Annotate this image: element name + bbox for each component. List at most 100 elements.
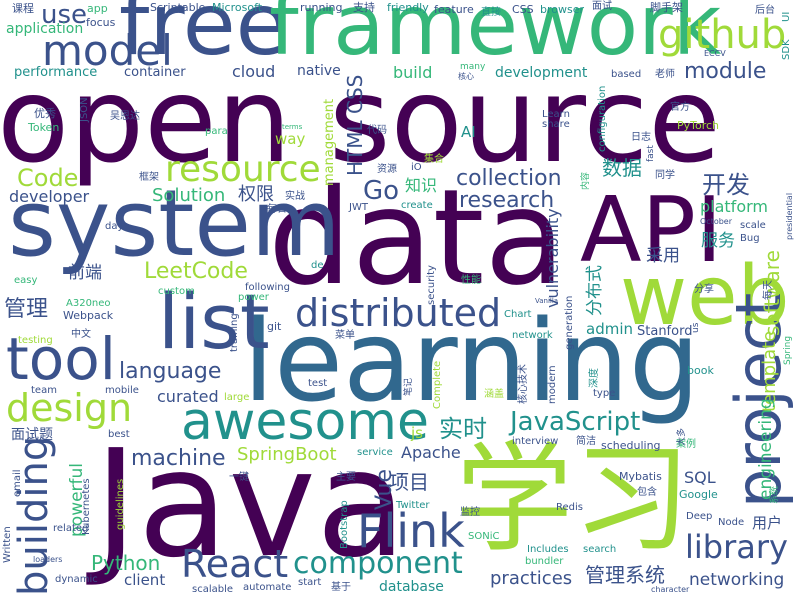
word-anli: 案例 [676, 439, 696, 450]
word-vanilla: Vanilla [535, 297, 559, 305]
word-platform: platform [700, 197, 768, 216]
word-use: use [41, 0, 88, 30]
word-interview: interview [512, 436, 559, 447]
word-type: type [593, 388, 616, 399]
word-react: React [181, 542, 289, 586]
word-yonghu: 用户 [752, 514, 783, 532]
word-bug: Bug [740, 233, 760, 244]
word-tool: tool [6, 325, 116, 393]
word-hexin-jishu: 核心技术 [518, 364, 529, 404]
word-guanli: 管理 [4, 297, 49, 322]
word-networking: networking [689, 570, 785, 590]
word-list: list [158, 277, 270, 366]
word-guanli-xitong: 管理系统 [585, 563, 665, 587]
word-sql: SQL [684, 468, 716, 487]
word-jiyu: 基于 [331, 582, 351, 593]
word-distributed: distributed [295, 291, 502, 335]
word-october: October [700, 217, 733, 226]
word-hangai: 涵盖 [484, 389, 504, 400]
word-stanford: Stanford [637, 324, 693, 339]
word-bundler: bundler [525, 556, 564, 567]
word-guidelines: guidelines [115, 478, 126, 530]
word-twitter: Twitter [396, 500, 430, 511]
word-web: web [620, 249, 790, 344]
word-springboot: SpringBoot [237, 444, 337, 465]
word-zhichi: 支持 [353, 1, 375, 14]
word-presidential: presidential [785, 192, 794, 240]
word-kecheng: 课程 [12, 2, 34, 15]
word-xitong: 系统 [770, 485, 780, 504]
word-generation: generation [564, 295, 575, 350]
word-day: day [105, 221, 124, 232]
word-solution: Solution [152, 185, 226, 206]
word-best: best [108, 429, 130, 440]
word-jihe: 集合 [424, 154, 444, 165]
word-xuexi: 学习 [455, 430, 692, 568]
word-create: create [401, 200, 433, 211]
word-testing: testing [18, 335, 53, 346]
word-performance: performance [14, 65, 98, 80]
word-design: design [6, 386, 133, 430]
word-biji: 笔记 [404, 377, 414, 396]
word-system: system [8, 170, 341, 277]
word-io: iO [411, 162, 422, 173]
word-start: start [298, 577, 322, 588]
word-guanfang: 官方 [670, 102, 690, 113]
word-fast: fast [646, 145, 656, 162]
word-developer: developer [9, 187, 90, 206]
word-meiri: 每日 [267, 204, 287, 215]
word-practices: practices [490, 568, 573, 589]
word-includes: Includes [527, 544, 569, 555]
word-management: management [322, 98, 337, 186]
word-service: service [357, 447, 393, 458]
word-based: based [611, 69, 642, 80]
word-resource: resource [165, 149, 321, 190]
word-focus: focus [86, 16, 116, 29]
word-shishi: 实时 [439, 415, 487, 443]
word-css: CSS [512, 3, 534, 16]
word-redis: Redis [556, 502, 583, 513]
word-power: power [238, 292, 269, 303]
word-test: test [308, 378, 328, 389]
word-zhijie: 直接 [481, 7, 501, 18]
word-database: database [379, 579, 444, 595]
word-modern: modern [547, 365, 558, 404]
word-youxiu: 优秀 [34, 107, 56, 120]
word-houtai: 后台 [755, 5, 775, 16]
word-application: application [6, 21, 84, 37]
word-mianshi: 面试 [592, 1, 612, 12]
word-complete: Complete [432, 360, 443, 409]
word-cloud-word: cloud [232, 62, 276, 81]
word-jiankong: 监控 [460, 507, 480, 518]
word-leetcode: LeetCode [144, 259, 248, 284]
word-node: Node [718, 517, 745, 528]
word-neirong: 内容 [581, 171, 591, 190]
word-engineering: engineering [756, 398, 776, 500]
word-awesome: awesome [181, 392, 429, 452]
word-javascript: JavaScript [510, 407, 641, 437]
word-sonic: SONiC [468, 531, 500, 542]
word-fuwu: 服务 [701, 231, 735, 251]
word-xiangmu: 项目 [389, 470, 429, 494]
word-curated: curated [157, 387, 219, 406]
word-collection: collection [456, 166, 562, 191]
word-daduo: 大多 [677, 427, 687, 446]
word-html-css: HTML CSS [343, 74, 367, 176]
word-fenxiang: 分享 [694, 284, 714, 295]
word-automate: automate [243, 582, 292, 593]
word-ui: UI [781, 11, 792, 22]
word-library: library [685, 528, 788, 566]
word-quanxian: 权限 [238, 184, 274, 205]
word-code: Code [17, 164, 79, 192]
word-data: data [268, 161, 566, 315]
word-google: Google [679, 488, 718, 501]
word-chart: Chart [504, 309, 532, 320]
word-native: native [297, 63, 341, 79]
word-book: book [687, 364, 714, 377]
word-js: js [411, 424, 423, 442]
word-apache: Apache [401, 443, 461, 462]
word-sdk: SDK [781, 39, 792, 60]
word-framework: framework [269, 0, 722, 74]
word-xingneng: 性能 [461, 275, 481, 286]
word-shendu: 深度 [589, 368, 600, 388]
